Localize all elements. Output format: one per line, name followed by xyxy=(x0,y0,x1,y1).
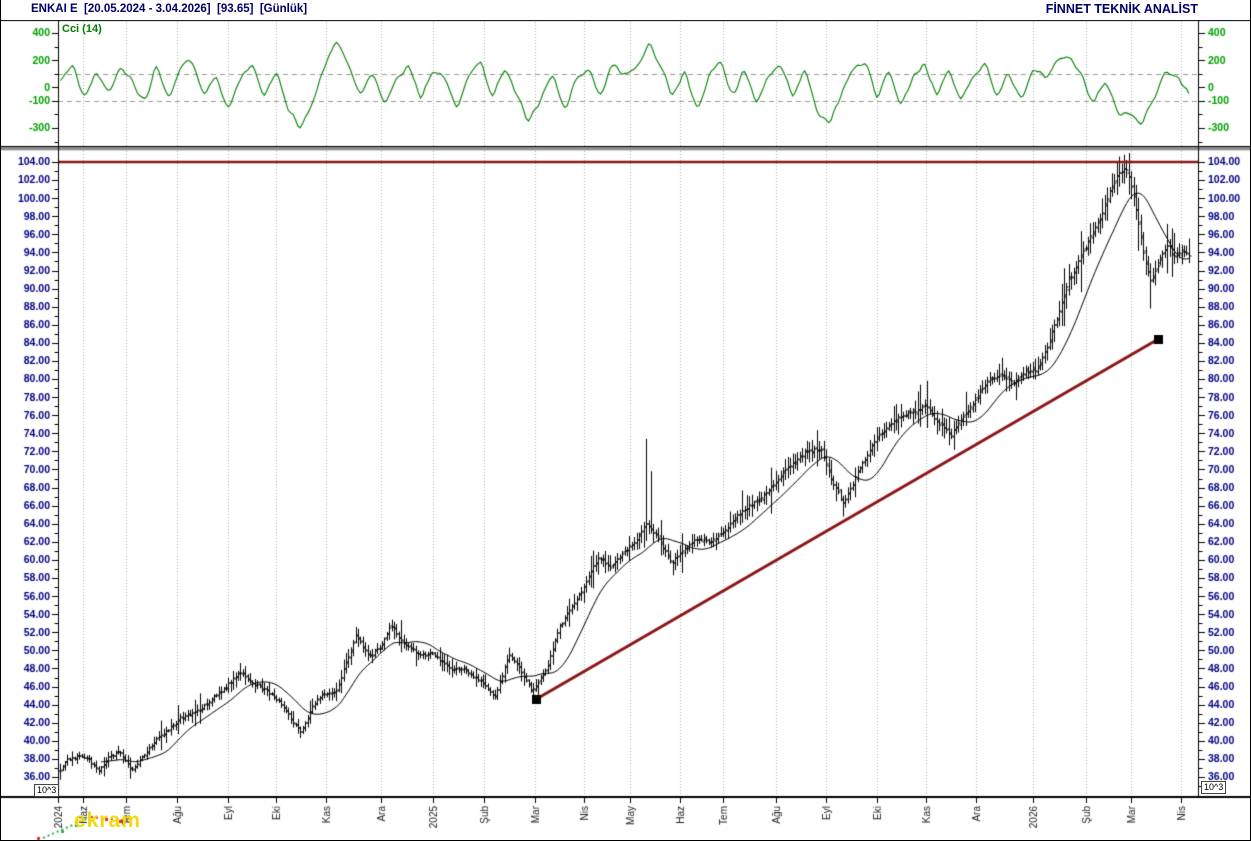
watermark-text: ekram xyxy=(74,809,141,832)
brand-title: FİNNET TEKNİK ANALİST xyxy=(1045,2,1198,16)
chart-title: ENKAI E [20.05.2024 - 3.04.2026] [93.65]… xyxy=(31,3,308,15)
cci-indicator-label: Cci (14) xyxy=(62,23,102,35)
volume-unit-label-left: 10^3 xyxy=(34,784,60,797)
volume-unit-label-right: 10^3 xyxy=(1201,781,1227,794)
price-and-cci-chart-canvas[interactable] xyxy=(1,20,1250,840)
title-bar: ENKAI E [20.05.2024 - 3.04.2026] [93.65]… xyxy=(1,0,1250,20)
